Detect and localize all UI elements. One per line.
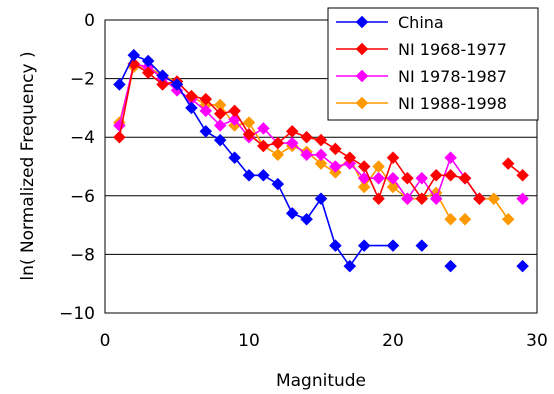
data-point: [343, 259, 357, 273]
data-point: [271, 136, 285, 150]
legend-marker: [355, 69, 369, 83]
x-tick-label: 0: [100, 331, 111, 351]
data-point: [357, 180, 371, 194]
legend-label: NI 1978-1987: [398, 67, 507, 86]
data-point: [113, 78, 126, 91]
data-point: [199, 92, 213, 106]
data-point: [314, 157, 328, 170]
data-point: [401, 192, 414, 206]
data-point: [300, 130, 313, 144]
data-point: [156, 78, 169, 91]
data-point: [343, 151, 357, 165]
data-point: [501, 157, 515, 170]
data-point: [271, 148, 285, 162]
data-point: [329, 142, 342, 156]
data-point: [300, 212, 313, 226]
data-point: [213, 107, 227, 121]
data-point: [516, 168, 529, 182]
legend-marker: [355, 96, 369, 110]
data-point: [429, 168, 443, 182]
legend-label: NI 1968-1977: [398, 40, 507, 59]
data-point: [314, 133, 328, 147]
y-axis-label: ln( Normalized Frequency ): [18, 51, 38, 280]
x-tick-label: 20: [382, 331, 404, 351]
data-point: [213, 133, 227, 147]
data-point: [487, 192, 501, 206]
series-layer: [113, 48, 529, 273]
data-point: [242, 168, 256, 182]
data-point: [458, 212, 472, 226]
data-point: [257, 168, 270, 182]
data-point: [285, 207, 299, 220]
data-point: [415, 239, 429, 252]
data-point: [271, 177, 285, 191]
data-point: [329, 160, 342, 173]
data-point: [314, 192, 328, 206]
legend-marker: [355, 42, 369, 56]
data-point: [127, 48, 141, 62]
data-point: [300, 148, 313, 162]
legend-label: China: [398, 13, 444, 32]
series-china: [113, 48, 529, 273]
data-point: [415, 171, 429, 185]
data-point: [141, 66, 155, 80]
data-point: [228, 151, 241, 165]
data-point: [444, 151, 457, 165]
y-tick-labels: 0 −2 −4 −6 −8 −10: [59, 11, 95, 324]
legend: China NI 1968-1977 NI 1978-1987 NI 1988-199…: [327, 7, 539, 121]
data-point: [372, 192, 385, 206]
plot-area-frame: [104, 19, 538, 314]
data-point: [444, 168, 457, 182]
data-point: [429, 192, 443, 206]
data-point: [156, 69, 169, 83]
data-point: [213, 119, 227, 132]
y-tick-label: −4: [70, 128, 95, 148]
data-point: [141, 54, 155, 68]
data-point: [501, 212, 515, 226]
y-tick-label: −2: [70, 70, 95, 90]
data-point: [170, 78, 184, 91]
data-point: [228, 104, 241, 118]
y-tick-label: −6: [70, 187, 95, 207]
data-point: [113, 130, 126, 144]
data-point: [372, 171, 385, 185]
x-axis-label: Magnitude: [276, 371, 366, 391]
x-tick-label: 30: [526, 331, 548, 351]
data-point: [401, 171, 414, 185]
data-point: [257, 139, 270, 153]
legend-label: NI 1988-1998: [398, 94, 507, 113]
data-point: [199, 124, 213, 138]
data-point: [444, 212, 457, 226]
x-tick-labels: 0 10 20 30: [100, 331, 548, 351]
series-ni-1968-1977: [113, 57, 529, 206]
y-tick-label: 0: [84, 11, 95, 31]
data-point: [444, 259, 457, 273]
data-point: [199, 104, 213, 118]
data-point: [357, 239, 371, 252]
data-point: [386, 171, 400, 185]
data-point: [357, 160, 371, 173]
data-point: [372, 160, 385, 173]
data-point: [285, 136, 299, 150]
data-point: [386, 239, 400, 252]
data-point: [329, 239, 342, 252]
data-point: [257, 122, 270, 135]
legend-marker: [355, 15, 369, 29]
x-tick-label: 10: [238, 331, 260, 351]
data-point: [185, 101, 198, 115]
y-tick-label: −8: [70, 245, 95, 265]
data-point: [415, 192, 429, 206]
data-point: [386, 151, 400, 165]
data-point: [285, 124, 299, 138]
data-point: [458, 171, 472, 185]
data-point: [516, 192, 529, 206]
data-point: [242, 127, 256, 141]
data-point: [516, 259, 529, 273]
data-point: [314, 148, 328, 162]
y-tick-label: −10: [59, 304, 95, 324]
data-point: [473, 192, 486, 206]
